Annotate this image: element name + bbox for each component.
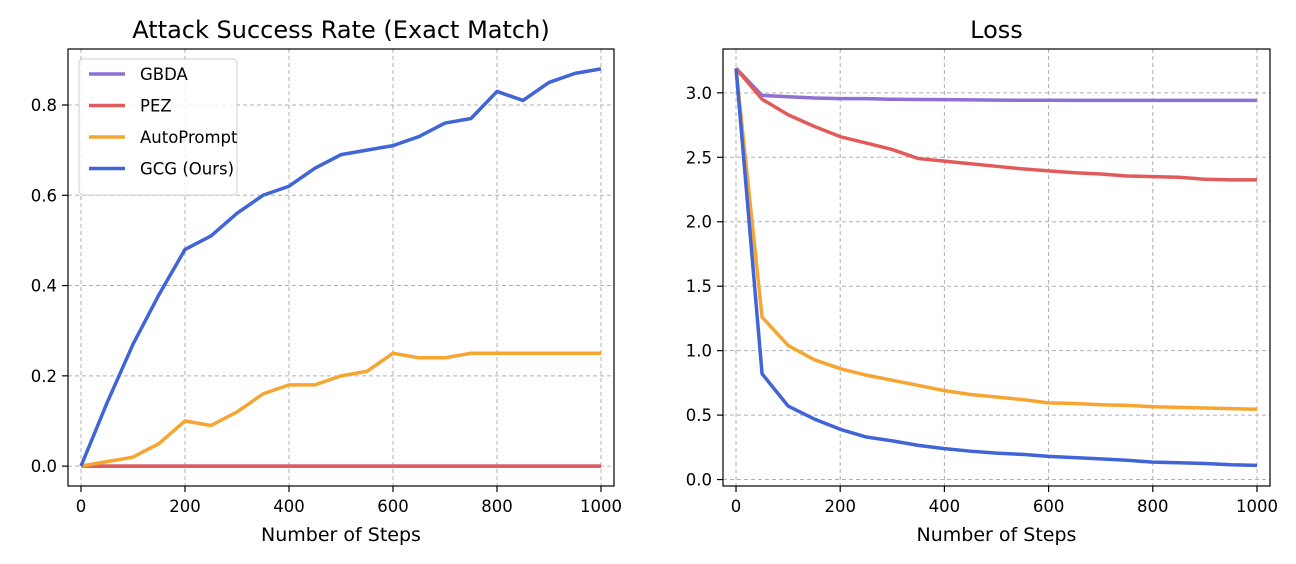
x-tick-label: 200	[169, 497, 201, 516]
series-line-autoprompt	[734, 68, 1258, 412]
plot-frame	[722, 48, 1271, 487]
x-tick-label: 600	[377, 497, 409, 516]
series-group	[79, 67, 602, 468]
x-tick-label: 1000	[1236, 497, 1278, 516]
series-line-gcg-ours	[734, 68, 1258, 468]
series-line-autoprompt	[80, 351, 601, 468]
x-axis-label: Number of Steps	[261, 524, 421, 546]
x-axis-label: Number of Steps	[917, 524, 1077, 546]
y-tick-label: 2.5	[686, 148, 712, 167]
x-tick-label: 800	[481, 497, 513, 516]
legend-label: PEZ	[140, 97, 172, 116]
series-line-gcg-ours	[79, 67, 602, 467]
y-tick-label: 0.0	[31, 457, 57, 476]
chart-title: Attack Success Rate (Exact Match)	[132, 16, 549, 44]
series-line-pez	[734, 67, 1257, 182]
x-tick-label: 400	[929, 497, 961, 516]
x-tick-label: 400	[273, 497, 305, 516]
y-tick-label: 0.4	[31, 277, 57, 296]
subplot-2: 0 200 400 600 800 1000 0.0 0.5 1.0 1.5 2.0 2.5 3.0 Lo…	[686, 16, 1278, 546]
legend-box	[78, 58, 238, 196]
y-tick-label: 0.2	[31, 367, 57, 386]
y-tick-label: 0.6	[31, 186, 57, 205]
series-line-gbda	[734, 67, 1257, 103]
y-tick-label: 0.8	[31, 96, 57, 115]
subplot-1: 0 200 400 600 800 1000 0.0 0.2 0.4 0.6 0.8 Attack S…	[31, 16, 622, 546]
x-tick-label: 600	[1033, 497, 1065, 516]
x-tick-label: 0	[731, 497, 742, 516]
y-tick-label: 0.5	[686, 406, 712, 425]
chart-title: Loss	[970, 16, 1023, 44]
plot-frame	[67, 48, 615, 487]
legend-label: GCG (Ours)	[140, 160, 234, 179]
legend-label: AutoPrompt	[140, 128, 238, 147]
y-tick-label: 1.0	[686, 342, 712, 361]
legend: GBDA PEZ AutoPrompt GCG (Ours)	[78, 58, 238, 196]
legend-label: GBDA	[140, 65, 189, 84]
y-tick-label: 1.5	[686, 277, 712, 296]
x-tick-label: 0	[76, 497, 87, 516]
x-tick-label: 800	[1137, 497, 1169, 516]
y-tick-label: 2.0	[686, 213, 712, 232]
series-group	[734, 67, 1258, 468]
x-tick-label: 1000	[580, 497, 622, 516]
grid	[723, 49, 1270, 486]
y-tick-label: 3.0	[686, 84, 712, 103]
x-tick-label: 200	[824, 497, 856, 516]
y-tick-label: 0.0	[686, 471, 712, 490]
